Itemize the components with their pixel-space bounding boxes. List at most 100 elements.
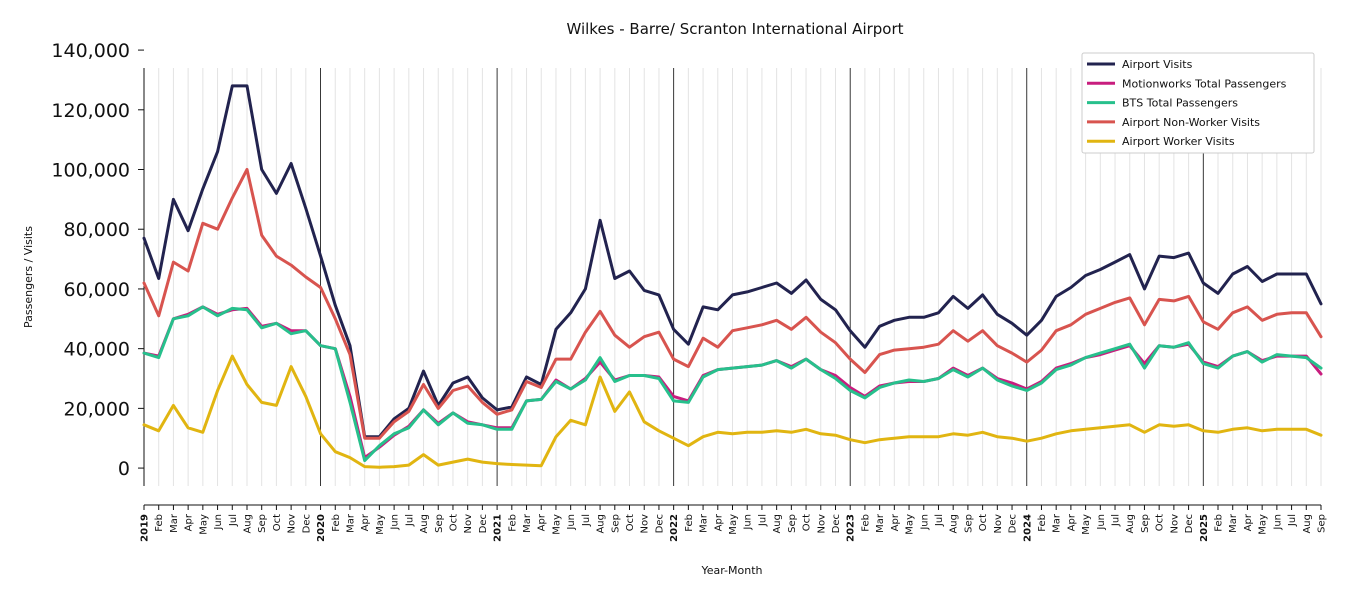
y-tick-label: 140,000 bbox=[51, 40, 130, 62]
x-tick-label: Aug bbox=[1125, 514, 1136, 534]
x-tick-label: Jul bbox=[228, 514, 239, 527]
chart-title: Wilkes - Barre/ Scranton International A… bbox=[566, 20, 903, 38]
x-tick-label: Dec bbox=[1008, 514, 1019, 533]
x-tick-label: May bbox=[551, 514, 562, 535]
x-tick-label: Oct bbox=[448, 514, 459, 531]
x-tick-label: Oct bbox=[272, 514, 283, 531]
x-tick-label: Feb bbox=[507, 514, 518, 532]
x-tick-label: Sep bbox=[963, 514, 974, 533]
y-tick-label: 60,000 bbox=[64, 279, 130, 301]
x-tick-label: Aug bbox=[419, 514, 430, 534]
x-tick-label: May bbox=[198, 514, 209, 535]
y-tick-label: 80,000 bbox=[64, 219, 130, 241]
legend: Airport Visits Motionworks Total Passenge… bbox=[1081, 52, 1315, 154]
x-tick-label: May bbox=[1258, 514, 1269, 535]
x-tick-label: 2022 bbox=[669, 514, 680, 542]
legend-box bbox=[1081, 52, 1315, 154]
x-tick-label: Dec bbox=[301, 514, 312, 533]
x-tick-label: Jun bbox=[1272, 514, 1283, 531]
x-tick-label: Jun bbox=[919, 514, 930, 531]
x-tick-label: Apr bbox=[890, 513, 901, 531]
x-tick-label: Oct bbox=[802, 514, 813, 531]
x-tick-label: Aug bbox=[949, 514, 960, 534]
x-tick-label: Mar bbox=[699, 513, 710, 533]
x-tick-label: May bbox=[1081, 514, 1092, 535]
x-tick-label: Sep bbox=[787, 514, 798, 533]
legend-label: Airport Worker Visits bbox=[1122, 135, 1235, 148]
x-tick-label: 2020 bbox=[316, 514, 327, 542]
x-tick-label: Nov bbox=[463, 514, 474, 534]
legend-label: Motionworks Total Passengers bbox=[1122, 77, 1287, 90]
x-tick-label: Apr bbox=[1243, 513, 1254, 531]
x-tick-label: Aug bbox=[1302, 514, 1313, 534]
x-axis-ticks: 2019 Feb Mar Apr May Jun Jul Aug Sep Oct Nov Dec 202… bbox=[140, 505, 1328, 542]
x-tick-label: Nov bbox=[287, 514, 298, 534]
y-tick-label: 20,000 bbox=[64, 398, 130, 420]
series-line-airport-visits bbox=[142, 84, 1323, 439]
x-tick-label: Dec bbox=[1184, 514, 1195, 533]
x-axis-label: Year-Month bbox=[700, 564, 762, 577]
x-tick-label: Nov bbox=[816, 514, 827, 534]
x-tick-label: 2019 bbox=[140, 514, 151, 542]
x-tick-label: May bbox=[375, 514, 386, 535]
y-tick-label: 120,000 bbox=[51, 100, 130, 122]
x-tick-label: Sep bbox=[1317, 514, 1328, 533]
legend-label: Airport Visits bbox=[1122, 58, 1193, 71]
x-tick-label: Aug bbox=[596, 514, 607, 534]
x-tick-label: Oct bbox=[978, 514, 989, 531]
y-tick-label: 0 bbox=[118, 458, 130, 480]
x-tick-label: Dec bbox=[654, 514, 665, 533]
x-tick-label: Feb bbox=[860, 514, 871, 532]
x-tick-label: Sep bbox=[1140, 514, 1151, 533]
x-tick-label: Jul bbox=[581, 514, 592, 527]
x-tick-label: Apr bbox=[360, 513, 371, 531]
x-tick-label: Nov bbox=[993, 514, 1004, 534]
x-tick-label: Oct bbox=[1155, 514, 1166, 531]
y-tick-label: 40,000 bbox=[64, 339, 130, 361]
x-tick-label: Apr bbox=[184, 513, 195, 531]
x-tick-label: Feb bbox=[1214, 514, 1225, 532]
x-tick-label: Dec bbox=[478, 514, 489, 533]
x-tick-label: May bbox=[728, 514, 739, 535]
y-axis-ticks: 0 20,000 40,000 60,000 80,000 100,000 120,000 1… bbox=[51, 40, 144, 480]
x-tick-label: Jun bbox=[1096, 514, 1107, 531]
y-tick-label: 100,000 bbox=[51, 160, 130, 182]
x-tick-label: Jun bbox=[390, 514, 401, 531]
x-tick-label: 2024 bbox=[1022, 514, 1033, 542]
x-tick-label: May bbox=[905, 514, 916, 535]
x-tick-label: Jul bbox=[404, 514, 415, 527]
x-tick-label: Mar bbox=[522, 513, 533, 533]
legend-label: BTS Total Passengers bbox=[1122, 97, 1238, 110]
x-tick-label: Feb bbox=[331, 514, 342, 532]
x-tick-label: Sep bbox=[257, 514, 268, 533]
x-tick-label: Feb bbox=[154, 514, 165, 532]
x-tick-label: Aug bbox=[772, 514, 783, 534]
x-tick-label: Jul bbox=[757, 514, 768, 527]
y-axis-label: Passengers / Visits bbox=[22, 226, 35, 328]
x-tick-label: Mar bbox=[345, 513, 356, 533]
x-tick-label: Mar bbox=[169, 513, 180, 533]
x-tick-label: Sep bbox=[610, 514, 621, 533]
x-tick-label: 2021 bbox=[493, 514, 504, 542]
x-tick-label: Aug bbox=[242, 514, 253, 534]
series-lines bbox=[142, 84, 1323, 469]
x-tick-label: Mar bbox=[1228, 513, 1239, 533]
grid-lines bbox=[143, 68, 1322, 486]
legend-label: Airport Non-Worker Visits bbox=[1122, 116, 1260, 129]
x-tick-label: Dec bbox=[831, 514, 842, 533]
x-tick-label: Apr bbox=[537, 513, 548, 531]
x-tick-label: Jun bbox=[213, 514, 224, 531]
x-tick-label: 2023 bbox=[846, 514, 857, 542]
x-tick-label: Nov bbox=[640, 514, 651, 534]
x-tick-label: Mar bbox=[1052, 513, 1063, 533]
series-line-bts-total-passengers bbox=[142, 305, 1323, 463]
x-tick-label: Jun bbox=[566, 514, 577, 531]
x-tick-label: Jul bbox=[934, 514, 945, 527]
x-tick-label: Apr bbox=[713, 513, 724, 531]
x-tick-label: Jul bbox=[1287, 514, 1298, 527]
x-tick-label: Sep bbox=[434, 514, 445, 533]
x-tick-label: Oct bbox=[625, 514, 636, 531]
x-tick-label: Apr bbox=[1066, 513, 1077, 531]
x-tick-label: Nov bbox=[1169, 514, 1180, 534]
